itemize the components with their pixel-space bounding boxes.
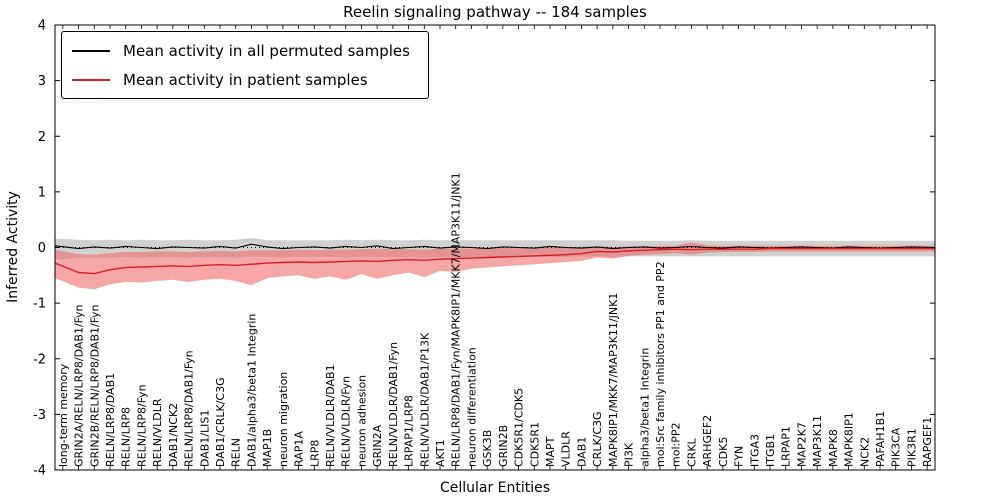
x-tick-label: RELN/VLDLR/DAB1	[324, 364, 337, 467]
x-tick-label: MAPK8IP1	[843, 412, 856, 467]
patient-mean-line	[54, 247, 935, 275]
y-tick-label: -1	[33, 297, 46, 312]
y-tick-label: -4	[33, 464, 46, 479]
legend-label-patient: Mean activity in patient samples	[123, 70, 368, 89]
x-tick-label: MAPK8IP1/MKK7/MAP3K11/JNK1	[607, 293, 620, 467]
x-tick-label: CDK5R1/CDK5	[513, 388, 526, 467]
legend: Mean activity in all permuted samples Me…	[61, 31, 429, 99]
y-tick-label: 4	[38, 19, 46, 34]
x-tick-label: MAP1B	[261, 429, 274, 467]
x-tick-label: DAB1/alpha3/beta1 Integrin	[245, 314, 258, 467]
x-tick-label: MAPT	[544, 436, 557, 467]
legend-item-patient: Mean activity in patient samples	[72, 66, 410, 93]
x-tick-label: GRIN2B	[497, 425, 510, 467]
x-tick-label: CRLK/C3G	[591, 411, 604, 467]
x-tick-label: RELN/LRP8/DAB1	[104, 373, 117, 467]
x-tick-label: CRKL	[685, 437, 698, 467]
chart-title: Reelin signaling pathway -- 184 samples	[343, 3, 647, 21]
x-tick-label: RELN/LRP8	[120, 407, 133, 467]
x-tick-label: long-term memory	[57, 363, 70, 467]
x-tick-label: DAB1/CRLK/C3G	[214, 377, 227, 467]
x-tick-label: GRIN2B/RELN/LRP8/DAB1/Fyn	[88, 304, 101, 467]
y-tick-label: 3	[38, 74, 46, 89]
x-tick-label: mol:PP2	[670, 423, 683, 467]
x-tick-label: neuron migration	[277, 372, 290, 467]
x-tick-label: MAP3K11	[811, 415, 824, 467]
x-tick-label: mol:Src family inhibitors PP1 and PP2	[654, 261, 667, 467]
x-tick-label: neuron adhesion	[355, 375, 368, 467]
patient-line-swatch	[72, 78, 110, 81]
x-tick-label: RELN/VLDLR/DAB1/P13K	[418, 332, 431, 467]
x-tick-label: PIK3CA	[890, 427, 903, 467]
x-tick-label: FYN	[733, 446, 746, 467]
x-tick-label: MAP2K7	[795, 422, 808, 467]
y-axis-label: Inferred Activity	[5, 191, 21, 303]
x-tick-label: ITGB1	[764, 434, 777, 467]
x-tick-label: alpha3/beta1 Integrin	[638, 348, 651, 467]
x-tick-label: RAPGEF1	[921, 417, 934, 467]
x-tick-label: MAPK8	[827, 429, 840, 467]
x-tick-label: AKT1	[434, 439, 447, 467]
x-tick-label: CDK5	[717, 437, 730, 467]
y-ticks: 4 3 2 1 0 -1 -2 -3 -4	[33, 19, 935, 479]
x-tick-label: RELN/LRP8/Fyn	[135, 384, 148, 467]
x-tick-label: RELN/LRP8/DAB1/Fyn	[183, 350, 196, 467]
x-tick-label: GRIN2A/RELN/LRP8/DAB1/Fyn	[73, 304, 86, 467]
x-tick-label: RELN/VLDLR/Fyn	[340, 376, 353, 467]
y-tick-label: -2	[33, 352, 46, 367]
legend-label-permuted: Mean activity in all permuted samples	[123, 41, 410, 60]
x-tick-label: RELN/LRP8/DAB1/Fyn/MAPK8IP1/MKK7/MAP3K11…	[450, 172, 463, 467]
x-tick-label: DAB1/LIS1	[198, 410, 211, 467]
x-tick-label: LRPAP1	[780, 426, 793, 467]
permuted-mean-line	[54, 243, 936, 250]
x-tick-label: VLDLR	[560, 431, 573, 467]
x-tick-label: ITGA3	[748, 434, 761, 467]
y-tick-label: 2	[38, 130, 46, 145]
x-tick-label: GRIN2A	[371, 424, 384, 467]
x-tick-label: PIK3R1	[905, 428, 918, 467]
x-tick-label: RELN	[230, 438, 243, 467]
x-tick-label: CDK5R1	[528, 422, 541, 467]
x-tick-labels: long-term memory GRIN2A/RELN/LRP8/DAB1/Fy…	[57, 172, 934, 467]
x-tick-label: GSK3B	[481, 430, 494, 467]
x-tick-label: PI3K	[623, 442, 636, 467]
x-tick-label: ARHGEF2	[701, 415, 714, 467]
axes-frame	[54, 24, 936, 471]
y-tick-label: -3	[33, 408, 46, 423]
x-axis-label: Cellular Entities	[439, 480, 551, 496]
legend-item-permuted: Mean activity in all permuted samples	[72, 37, 410, 64]
x-tick-label: LRP8	[308, 440, 321, 467]
x-tick-label: DAB1/NCK2	[167, 403, 180, 467]
x-ticks	[62, 25, 928, 470]
x-tick-label: LRPAP1/LRP8	[403, 395, 416, 467]
x-tick-label: RELN/VLDLR/DAB1/Fyn	[387, 342, 400, 467]
x-tick-label: PAFAH1B1	[874, 411, 887, 467]
permuted-line-swatch	[72, 49, 110, 52]
x-tick-label: NCK2	[858, 437, 871, 467]
y-tick-label: 0	[38, 241, 46, 256]
y-tick-label: 1	[38, 185, 46, 200]
x-tick-label: DAB1	[575, 437, 588, 467]
x-tick-label: neuron differentiation	[465, 347, 478, 467]
x-tick-label: RAP1A	[293, 431, 306, 467]
x-tick-label: RELN/VLDLR	[151, 398, 164, 467]
patient-band	[55, 242, 935, 290]
